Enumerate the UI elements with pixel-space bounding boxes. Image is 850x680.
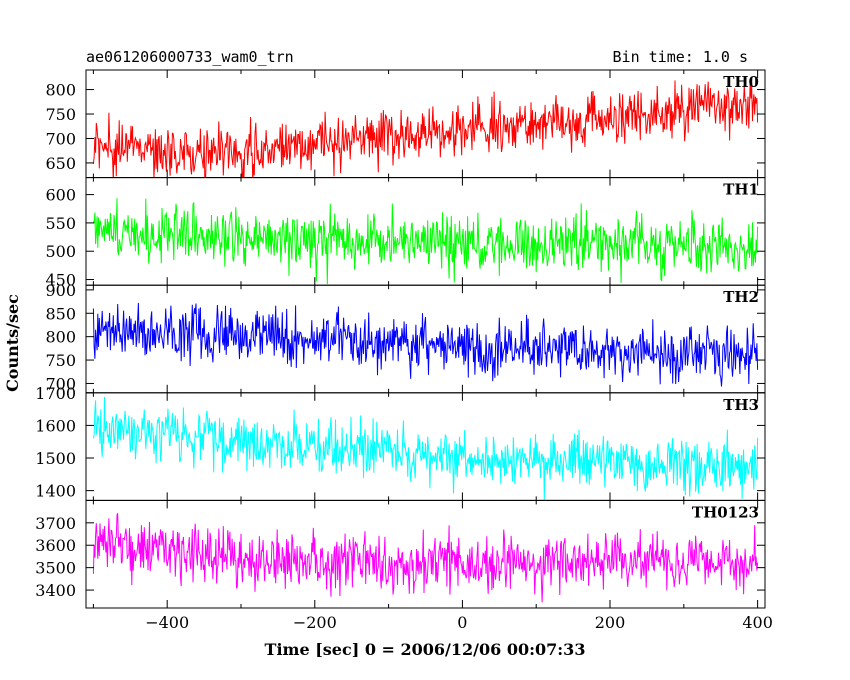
panel-th3: 1400 1500 1600 1700 TH3 [35, 384, 766, 501]
panel-th2: 700 750 800 850 900 TH2 [45, 281, 766, 393]
panel-label-th2: TH2 [723, 288, 759, 306]
panel-th1: 450 500 550 600 TH1 [45, 177, 766, 290]
bin-time-label: Bin time: 1.0 s [613, 48, 748, 66]
series-line-th2 [92, 302, 759, 387]
y-tick-label: 900 [45, 281, 76, 300]
series-line-th1 [92, 198, 759, 285]
y-tick-label: 850 [45, 304, 76, 323]
x-tick-label: 0 [457, 613, 467, 632]
x-axis-label: Time [sec] 0 = 2006/12/06 00:07:33 [265, 640, 586, 659]
panel-th0: 650 700 750 800 TH0 [45, 69, 766, 179]
x-axis: −400 −200 0 200 400 [145, 613, 773, 632]
panel-label-th1: TH1 [723, 181, 759, 199]
y-tick-label: 1700 [35, 384, 76, 403]
series-line-th0123 [92, 513, 759, 603]
series-line-th0 [92, 80, 759, 178]
panels-group: 650 700 750 800 TH0 450 500 550 600 TH1 700 750 800 8… [35, 69, 766, 609]
x-tick-label: −400 [145, 613, 189, 632]
y-tick-label: 700 [45, 129, 76, 148]
y-tick-label: 700 [45, 374, 76, 393]
y-tick-label: 1400 [35, 482, 76, 501]
chart-title: ae061206000733_wam0_trn [86, 48, 294, 66]
y-tick-label: 800 [45, 328, 76, 347]
y-tick-label: 3600 [35, 536, 76, 555]
y-tick-label: 500 [45, 242, 76, 261]
y-tick-label: 550 [45, 214, 76, 233]
y-tick-label: 750 [45, 105, 76, 124]
x-tick-label: 200 [595, 613, 626, 632]
y-tick-label: 750 [45, 351, 76, 370]
panel-label-th0: TH0 [723, 73, 759, 91]
y-tick-label: 3500 [35, 559, 76, 578]
y-tick-label: 600 [45, 186, 76, 205]
y-tick-label: 1500 [35, 449, 76, 468]
x-tick-label: 400 [742, 613, 773, 632]
y-tick-label: 1600 [35, 416, 76, 435]
panel-th0123: 3400 3500 3600 3700 TH0123 [35, 499, 766, 609]
y-tick-label: 650 [45, 154, 76, 173]
y-tick-label: 450 [45, 271, 76, 290]
x-tick-label: −200 [293, 613, 337, 632]
panel-label-th3: TH3 [723, 396, 759, 414]
y-axis-label: Counts/sec [3, 294, 22, 392]
y-tick-label: 800 [45, 81, 76, 100]
panel-frame [85, 499, 766, 609]
panel-label-th0123: TH0123 [692, 503, 759, 521]
y-tick-label: 3400 [35, 581, 76, 600]
y-tick-label: 3700 [35, 514, 76, 533]
series-line-th3 [92, 396, 759, 501]
